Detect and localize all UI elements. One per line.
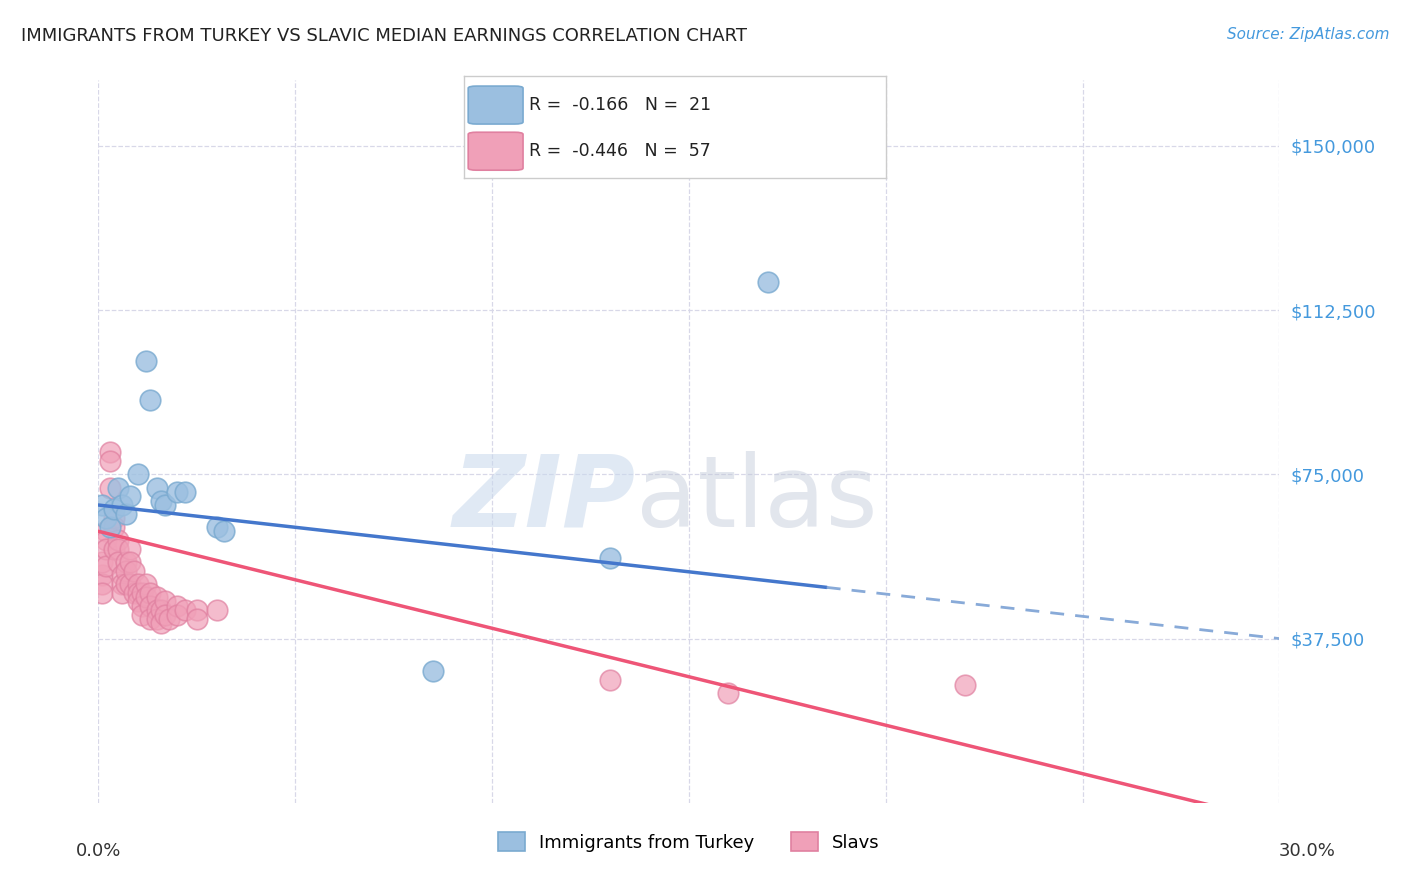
Point [122,585,145,599]
Point [98,520,121,534]
Point [174,484,197,499]
Point [953,677,976,691]
Point [111,568,134,582]
Point [118,489,141,503]
Point [115,507,138,521]
Point [131,607,153,622]
Point [166,599,188,613]
Point [91,568,114,582]
Point [146,603,169,617]
Point [127,594,149,608]
Point [756,275,779,289]
Point [91,498,114,512]
Text: 30.0%: 30.0% [1279,842,1336,860]
Point [150,616,173,631]
Point [205,603,228,617]
Point [118,555,141,569]
Point [107,533,129,547]
Point [186,612,208,626]
Point [717,686,740,700]
Point [115,577,138,591]
Point [96,533,118,547]
Point [118,577,141,591]
Point [138,392,160,407]
Point [127,585,149,599]
Point [103,520,125,534]
Text: 0.0%: 0.0% [76,842,121,860]
Text: ZIP: ZIP [453,450,636,548]
Point [96,511,118,525]
Point [214,524,236,539]
Point [115,564,138,578]
Point [96,559,118,574]
Point [599,673,621,688]
Point [138,585,160,599]
Legend: Immigrants from Turkey, Slavs: Immigrants from Turkey, Slavs [491,825,887,859]
Point [91,555,114,569]
Text: R =  -0.446   N =  57: R = -0.446 N = 57 [530,142,711,161]
Point [115,555,138,569]
Point [166,607,188,622]
Point [138,612,160,626]
Point [155,498,177,512]
Point [135,590,157,604]
Point [131,599,153,613]
Point [150,603,173,617]
Point [150,493,173,508]
Point [111,498,134,512]
Point [111,577,134,591]
Point [98,454,121,468]
Point [107,481,129,495]
Point [122,564,145,578]
Point [91,577,114,591]
Point [422,665,444,679]
Point [127,577,149,591]
Point [599,550,621,565]
Point [118,541,141,556]
Point [205,520,228,534]
Point [91,585,114,599]
Point [138,599,160,613]
Point [107,555,129,569]
Point [107,541,129,556]
Point [146,590,169,604]
Point [135,577,157,591]
Point [186,603,208,617]
Point [155,594,177,608]
Point [127,467,149,482]
FancyBboxPatch shape [468,132,523,170]
Text: atlas: atlas [636,450,877,548]
Text: Source: ZipAtlas.com: Source: ZipAtlas.com [1226,27,1389,42]
Point [135,353,157,368]
Point [146,481,169,495]
Point [146,612,169,626]
Point [174,603,197,617]
Text: R =  -0.166   N =  21: R = -0.166 N = 21 [530,96,711,114]
Point [166,484,188,499]
Point [111,585,134,599]
Point [157,612,180,626]
Text: IMMIGRANTS FROM TURKEY VS SLAVIC MEDIAN EARNINGS CORRELATION CHART: IMMIGRANTS FROM TURKEY VS SLAVIC MEDIAN … [21,27,747,45]
Point [103,541,125,556]
Point [103,502,125,516]
Point [96,524,118,539]
Point [98,445,121,459]
Point [155,607,177,622]
FancyBboxPatch shape [468,87,523,124]
Point [96,541,118,556]
Point [98,481,121,495]
Point [103,511,125,525]
Point [131,585,153,599]
